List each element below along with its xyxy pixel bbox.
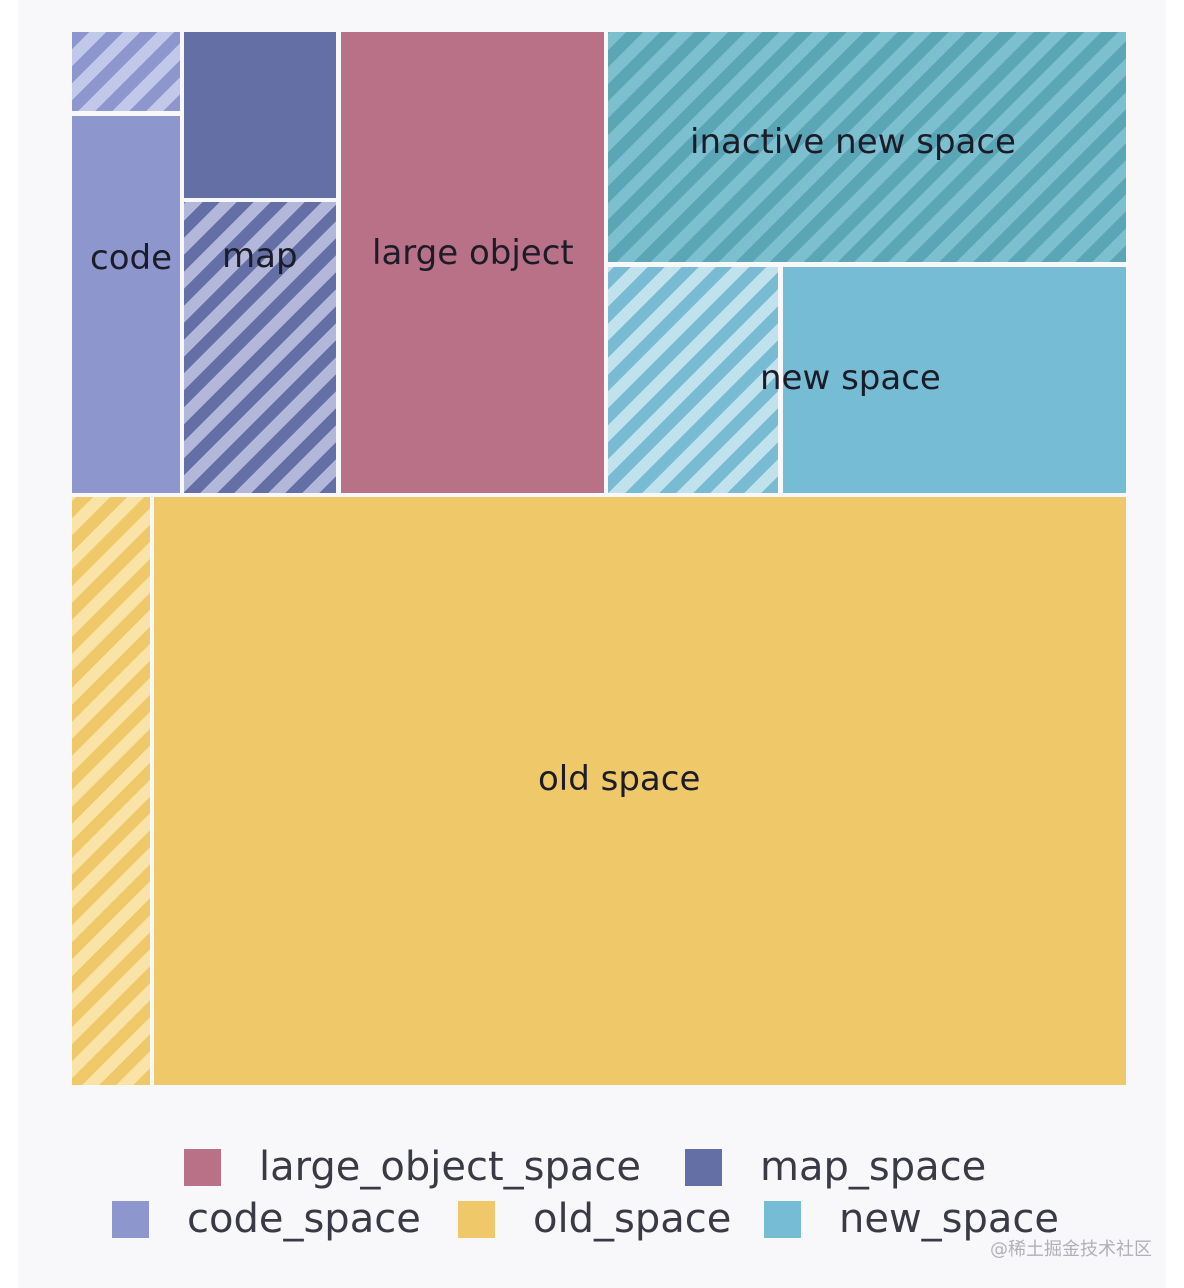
legend-swatch (184, 1148, 221, 1186)
map-space-reserved-block (184, 202, 336, 493)
legend-item-old-space: old_space (458, 1196, 731, 1242)
legend-label: map_space (760, 1144, 987, 1190)
legend-swatch (458, 1200, 495, 1238)
code-label: code (90, 238, 172, 278)
large-object-space-block (341, 32, 604, 493)
legend-label: old_space (533, 1196, 732, 1242)
inactive-new-space-label: inactive new space (690, 122, 1016, 162)
code-space-reserved-block (72, 32, 180, 111)
large-object-label: large object (372, 233, 574, 273)
inactive-new-space-block (608, 32, 1126, 262)
legend-item-map-space: map_space (685, 1144, 986, 1190)
code-space-block (72, 116, 180, 493)
old-space-reserved-block (72, 497, 150, 1085)
legend-label: new_space (839, 1196, 1060, 1242)
legend-item-new-space: new_space (764, 1196, 1059, 1242)
map-space-block (184, 32, 336, 198)
legend-swatch (685, 1148, 722, 1186)
legend-item-large-object-space: large_object_space (184, 1144, 641, 1190)
map-label: map (222, 236, 298, 276)
old-space-label: old space (538, 759, 701, 799)
legend-item-code-space: code_space (112, 1196, 421, 1242)
legend-label: code_space (187, 1196, 421, 1242)
watermark: @稀土掘金技术社区 (990, 1239, 1152, 1260)
legend-label: large_object_space (259, 1144, 641, 1190)
new-space-label: new space (760, 358, 941, 398)
old-space-block (154, 497, 1126, 1085)
legend-swatch (112, 1200, 149, 1238)
new-space-block (783, 267, 1126, 493)
new-space-reserved-block (608, 267, 778, 493)
legend-swatch (764, 1200, 801, 1238)
